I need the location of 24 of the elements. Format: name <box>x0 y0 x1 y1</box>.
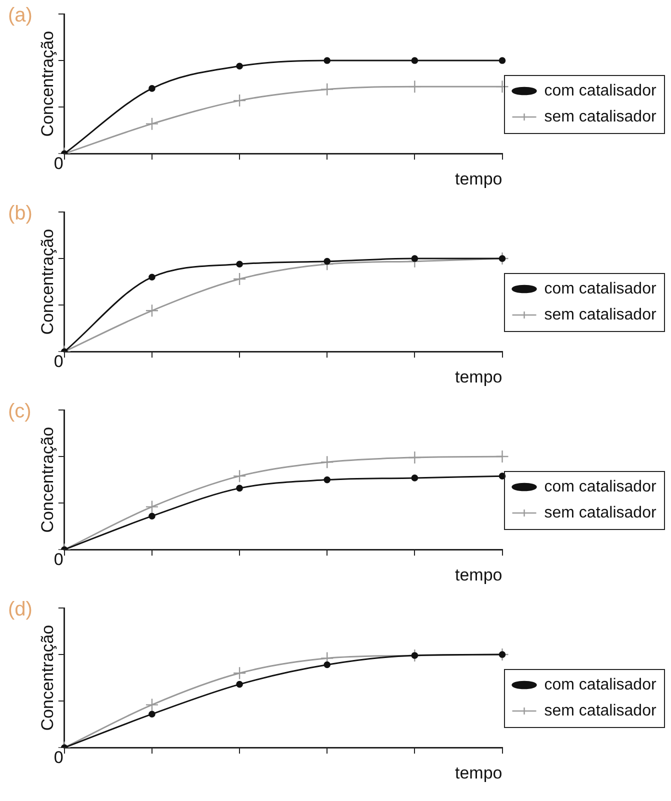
legend-label: sem catalisador <box>544 504 657 522</box>
legend-label: sem catalisador <box>544 108 657 126</box>
x-axis-title: tempo <box>455 565 502 584</box>
legend-label: sem catalisador <box>544 306 657 324</box>
legend-label: com catalisador <box>544 280 657 298</box>
y-axis-title: Concentração <box>38 30 57 137</box>
legend-label: com catalisador <box>544 478 657 496</box>
x-axis-title: tempo <box>455 169 502 188</box>
x-axis-title: tempo <box>455 763 502 782</box>
text: 0 <box>54 154 64 173</box>
legend-label: com catalisador <box>544 82 657 100</box>
x-axis-title: tempo <box>455 367 502 386</box>
chart-title: (a) <box>8 4 32 27</box>
chart-title: (c) <box>8 400 32 423</box>
chart-title: (b) <box>8 202 32 225</box>
text: 0 <box>54 352 64 371</box>
text: 0 <box>54 550 64 569</box>
legend-label: com catalisador <box>544 676 657 694</box>
y-axis-title: Concentração <box>38 228 57 335</box>
legend-label: sem catalisador <box>544 702 657 720</box>
chart-title: (d) <box>8 598 32 621</box>
y-axis-title: Concentração <box>38 426 57 533</box>
text: 0 <box>54 748 64 767</box>
y-axis-title: Concentração <box>38 624 57 731</box>
